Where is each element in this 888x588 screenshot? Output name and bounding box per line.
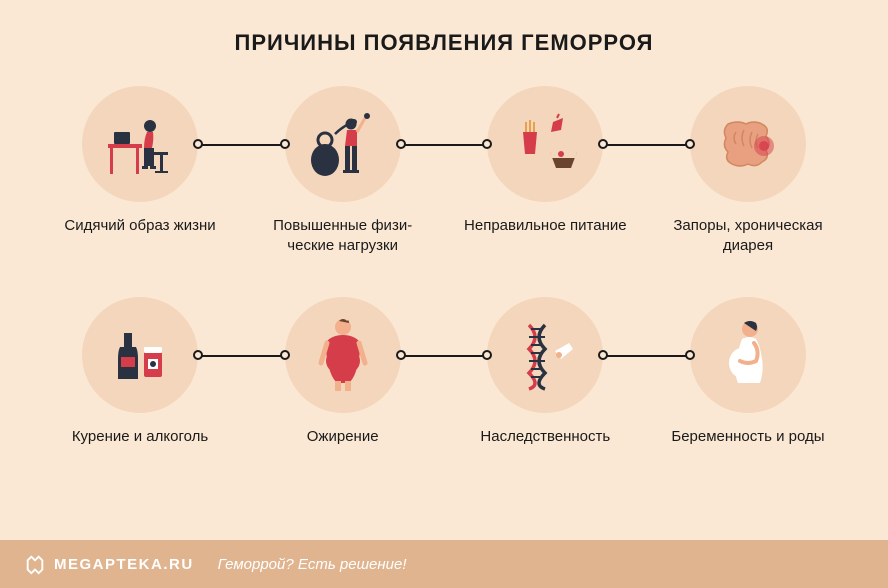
item-diet: Неправильное питание	[455, 86, 635, 257]
connector-dot	[685, 139, 695, 149]
brand-text: MEGAPTEKA.RU	[54, 556, 194, 573]
obesity-icon	[303, 315, 383, 395]
item-label: Сидячий образ жизни	[64, 216, 215, 236]
items-grid: Сидячий образ жизни	[50, 86, 838, 447]
item-smoking-alcohol: Курение и алкоголь	[50, 297, 230, 447]
item-label: Беременность и роды	[671, 427, 824, 447]
item-label: Повышенные физи­ческие нагрузки	[253, 216, 433, 257]
item-label: Неправильное питание	[464, 216, 627, 236]
alcohol-cigarettes-icon	[100, 315, 180, 395]
item-physical-load: Повышенные физи­ческие нагрузки	[253, 86, 433, 257]
item-label: Наследственность	[480, 427, 610, 447]
circle-6	[285, 297, 401, 413]
circle-4	[690, 86, 806, 202]
connector-dot	[598, 139, 608, 149]
item-heredity: Наследственность	[455, 297, 635, 447]
item-pregnancy: Беременность и роды	[658, 297, 838, 447]
row-2: Курение и алкоголь	[50, 297, 838, 447]
heavy-lifting-icon	[303, 104, 383, 184]
intestines-icon	[708, 104, 788, 184]
connector-dot	[193, 350, 203, 360]
item-label: Ожирение	[307, 427, 379, 447]
circle-7	[487, 297, 603, 413]
connector-dot	[482, 139, 492, 149]
page-title: ПРИЧИНЫ ПОЯВЛЕНИЯ ГЕМОРРОЯ	[50, 30, 838, 56]
connector-dot	[193, 139, 203, 149]
circle-3	[487, 86, 603, 202]
circle-5	[82, 297, 198, 413]
connector-dot	[598, 350, 608, 360]
connector-dot	[396, 139, 406, 149]
logo-icon	[24, 553, 46, 575]
dna-icon	[505, 315, 585, 395]
item-constipation: Запоры, хрони­ческая диарея	[658, 86, 838, 257]
circle-8	[690, 297, 806, 413]
desk-sitting-icon	[100, 104, 180, 184]
item-obesity: Ожирение	[253, 297, 433, 447]
circle-1	[82, 86, 198, 202]
row-1: Сидячий образ жизни	[50, 86, 838, 257]
item-label: Курение и алкоголь	[72, 427, 208, 447]
junk-food-icon	[505, 104, 585, 184]
footer-tagline: Геморрой? Есть решение!	[218, 556, 407, 573]
connector-dot	[280, 139, 290, 149]
connector-dot	[482, 350, 492, 360]
pregnancy-icon	[708, 315, 788, 395]
item-sedentary: Сидячий образ жизни	[50, 86, 230, 257]
connector-dot	[685, 350, 695, 360]
footer-bar: MEGAPTEKA.RU Геморрой? Есть решение!	[0, 540, 888, 588]
item-label: Запоры, хрони­ческая диарея	[658, 216, 838, 257]
brand-logo: MEGAPTEKA.RU	[24, 553, 194, 575]
connector-dot	[396, 350, 406, 360]
circle-2	[285, 86, 401, 202]
infographic-main: ПРИЧИНЫ ПОЯВЛЕНИЯ ГЕМОРРОЯ	[0, 0, 888, 540]
connector-dot	[280, 350, 290, 360]
